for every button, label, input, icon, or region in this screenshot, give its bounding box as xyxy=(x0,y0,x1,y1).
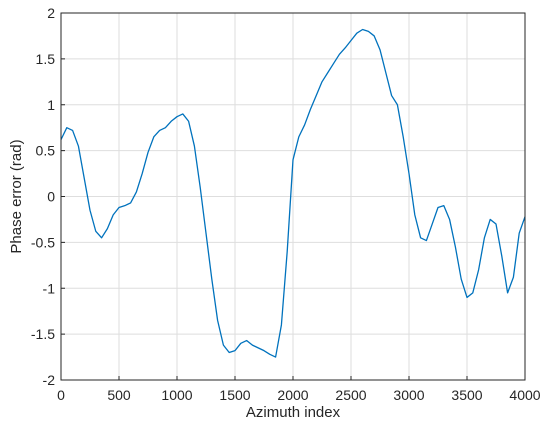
y-tick-label: 1.5 xyxy=(36,51,56,67)
x-tick-label: 3500 xyxy=(451,387,482,403)
x-tick-label: 500 xyxy=(107,387,131,403)
grid-lines xyxy=(60,12,526,381)
x-tick-label: 0 xyxy=(57,387,65,403)
y-tick-label: -1 xyxy=(43,280,56,296)
x-tick-label: 2500 xyxy=(335,387,366,403)
x-tick-label: 4000 xyxy=(509,387,540,403)
y-tick-label: 0 xyxy=(47,189,55,205)
y-tick-label: 2 xyxy=(47,5,55,21)
y-tick-label: -2 xyxy=(43,372,56,388)
y-tick-label: 0.5 xyxy=(36,143,56,159)
y-axis-ticks: -2 -1.5 -1 -0.5 0 0.5 1 1.5 2 xyxy=(31,5,65,388)
y-tick-label: -1.5 xyxy=(31,326,55,342)
x-tick-label: 1000 xyxy=(161,387,192,403)
y-axis-label: Phase error (rad) xyxy=(8,139,25,253)
x-tick-label: 1500 xyxy=(219,387,250,403)
x-axis-ticks: 0 500 1000 1500 2000 2500 3000 3500 4000 xyxy=(57,376,541,403)
y-tick-label: -0.5 xyxy=(31,234,55,250)
x-tick-label: 2000 xyxy=(277,387,308,403)
series-line xyxy=(60,28,526,358)
x-tick-label: 3000 xyxy=(393,387,424,403)
y-tick-label: 1 xyxy=(47,97,55,113)
x-axis-label: Azimuth index xyxy=(246,404,341,421)
